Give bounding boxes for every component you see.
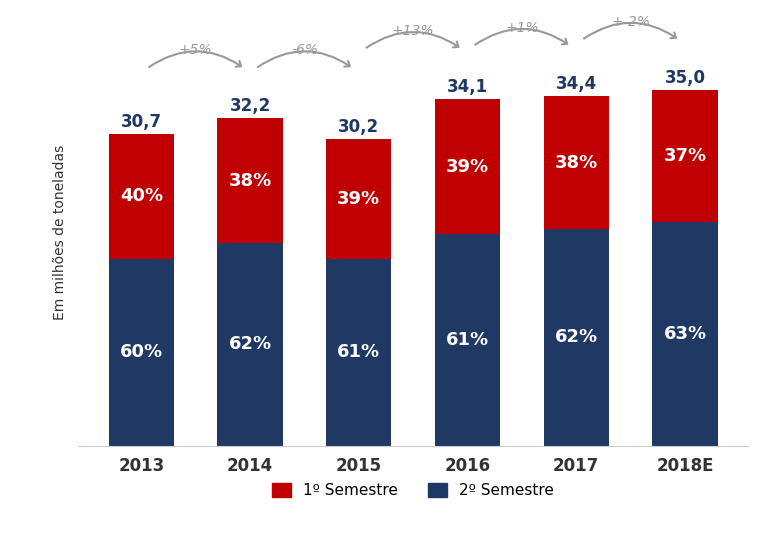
- Text: + 2%: + 2%: [612, 15, 649, 29]
- Bar: [652, 222, 717, 446]
- Text: -6%: -6%: [291, 44, 318, 57]
- Text: 61%: 61%: [337, 343, 380, 361]
- Bar: [326, 258, 391, 446]
- Text: 38%: 38%: [228, 172, 272, 190]
- Text: 39%: 39%: [446, 158, 489, 176]
- Text: 40%: 40%: [120, 187, 163, 205]
- Text: 61%: 61%: [446, 331, 489, 349]
- Text: +1%: +1%: [505, 21, 539, 35]
- Legend: 1º Semestre, 2º Semestre: 1º Semestre, 2º Semestre: [272, 483, 554, 498]
- Text: 34,4: 34,4: [555, 75, 597, 93]
- Text: 30,2: 30,2: [338, 118, 379, 136]
- Text: 35,0: 35,0: [665, 69, 706, 87]
- Text: 63%: 63%: [663, 325, 707, 343]
- Bar: [543, 229, 609, 446]
- Bar: [543, 96, 609, 229]
- Bar: [652, 90, 717, 222]
- Text: 38%: 38%: [555, 153, 598, 171]
- Text: 62%: 62%: [555, 329, 597, 347]
- Text: 62%: 62%: [228, 335, 272, 353]
- Text: 39%: 39%: [337, 190, 380, 208]
- Bar: [217, 243, 282, 446]
- Bar: [435, 234, 500, 446]
- Bar: [108, 134, 174, 258]
- Text: +13%: +13%: [392, 24, 434, 38]
- Bar: [435, 99, 500, 234]
- Bar: [326, 139, 391, 258]
- Bar: [217, 118, 282, 243]
- Text: 30,7: 30,7: [121, 113, 162, 131]
- Y-axis label: Em milhões de toneladas: Em milhões de toneladas: [53, 145, 67, 320]
- Text: 34,1: 34,1: [447, 78, 488, 96]
- Text: 32,2: 32,2: [230, 97, 271, 116]
- Text: 60%: 60%: [120, 343, 163, 361]
- Text: +5%: +5%: [179, 44, 212, 57]
- Bar: [108, 258, 174, 446]
- Text: 37%: 37%: [663, 147, 707, 165]
